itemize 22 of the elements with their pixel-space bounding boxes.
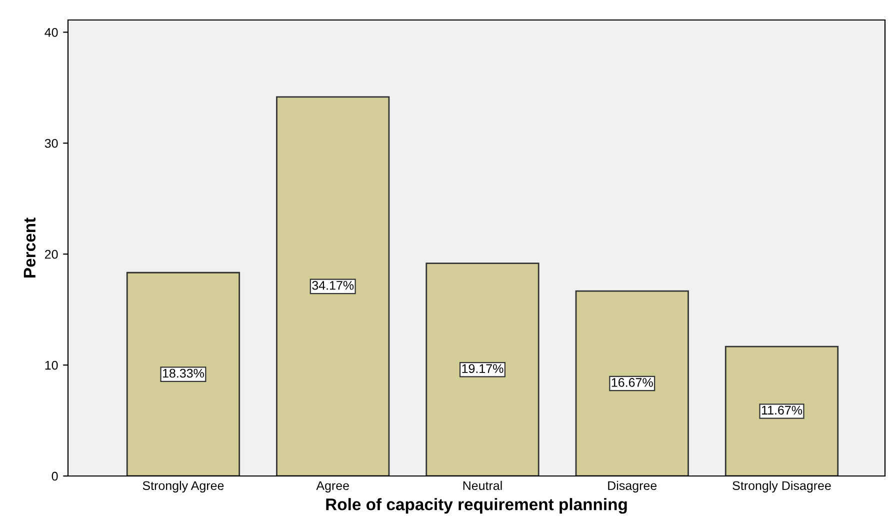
x-tick-label: Neutral bbox=[463, 480, 502, 490]
x-tick-label: Agree bbox=[316, 481, 349, 493]
y-tick-label: 40 bbox=[44, 28, 58, 37]
y-tick-label: 20 bbox=[45, 250, 58, 259]
bar bbox=[724, 346, 839, 476]
data-label: 11.67% bbox=[762, 406, 802, 415]
bar bbox=[426, 262, 540, 476]
bar bbox=[575, 290, 689, 476]
x-tick-label: Disagree bbox=[608, 480, 657, 493]
data-label: 34.17% bbox=[312, 280, 354, 290]
data-label: 16.67% bbox=[612, 378, 653, 387]
y-axis-title: Percent bbox=[24, 218, 36, 278]
bar bbox=[126, 272, 240, 476]
y-tick-label: 30 bbox=[44, 138, 58, 148]
y-tick-label: 0 bbox=[52, 472, 58, 481]
x-tick-label: Strongly Disagree bbox=[732, 480, 831, 493]
y-tick-label: 10 bbox=[45, 360, 58, 370]
data-label: 18.33% bbox=[162, 368, 204, 378]
bar bbox=[276, 96, 390, 476]
x-axis-title: Role of capacity requirement planning bbox=[326, 498, 627, 514]
data-label: 19.17% bbox=[462, 364, 504, 374]
x-tick-label: Strongly Agree bbox=[142, 480, 224, 493]
